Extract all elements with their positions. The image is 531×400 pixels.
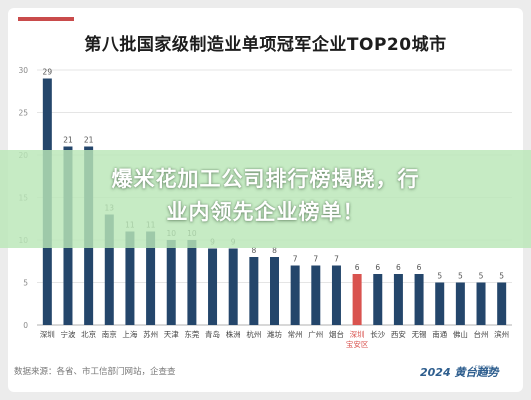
x-tick-label: 滨州 bbox=[494, 329, 509, 339]
bar bbox=[125, 231, 135, 325]
bar bbox=[476, 282, 486, 325]
x-tick-label: 深圳宝安区 bbox=[346, 329, 369, 349]
bar bbox=[414, 274, 424, 325]
x-tick-label: 青岛 bbox=[205, 329, 220, 339]
data-label: 29 bbox=[43, 68, 53, 77]
bar bbox=[373, 274, 383, 325]
brand-subtitle: FINDING TREND bbox=[475, 366, 494, 376]
x-tick-label: 台州 bbox=[474, 329, 489, 339]
x-tick-label: 南京 bbox=[102, 329, 117, 339]
bar bbox=[166, 240, 176, 325]
bar bbox=[104, 214, 114, 325]
bar bbox=[352, 274, 362, 325]
chart-title: 第八批国家级制造业单项冠军企业TOP20城市 bbox=[84, 35, 447, 55]
data-label: 8 bbox=[272, 246, 277, 255]
bar bbox=[497, 282, 507, 325]
x-tick-label: 杭州 bbox=[246, 329, 261, 339]
x-tick-label: 深圳 bbox=[40, 329, 55, 339]
x-tick-label: 宁波 bbox=[60, 329, 75, 339]
data-label: 7 bbox=[334, 255, 339, 264]
x-tick-label: 株洲 bbox=[226, 329, 241, 339]
banner-headline: 爆米花加工公司排行榜揭晓，行 业内领先企业榜单！ bbox=[40, 163, 491, 229]
title-accent-line bbox=[18, 17, 74, 21]
bar bbox=[331, 265, 341, 325]
x-tick-label: 常州 bbox=[288, 330, 303, 339]
x-tick-label: 苏州 bbox=[143, 329, 158, 339]
bar bbox=[393, 274, 403, 325]
brand-sub-line-1: FINDING bbox=[475, 366, 494, 371]
bar bbox=[228, 248, 238, 325]
data-label: 21 bbox=[63, 136, 73, 145]
data-label: 5 bbox=[458, 272, 463, 281]
x-tick-label: 佛山 bbox=[453, 329, 468, 339]
y-tick-label: 0 bbox=[23, 321, 28, 330]
bar bbox=[187, 240, 197, 325]
bar bbox=[455, 282, 465, 325]
x-tick-label: 长沙 bbox=[370, 329, 385, 339]
y-tick-label: 25 bbox=[18, 109, 28, 118]
bar bbox=[146, 231, 156, 325]
x-tick-label: 西安 bbox=[391, 329, 406, 339]
data-label: 8 bbox=[251, 246, 256, 255]
x-tick-label: 广州 bbox=[308, 329, 323, 339]
y-tick-label: 30 bbox=[18, 66, 28, 75]
x-tick-label: 上海 bbox=[122, 329, 137, 339]
y-tick-label: 5 bbox=[23, 279, 28, 288]
bar bbox=[249, 257, 259, 325]
data-label: 6 bbox=[355, 263, 360, 272]
data-label: 5 bbox=[437, 272, 442, 281]
data-source: 数据来源：各省、市工信部门网站，企查查 bbox=[14, 367, 176, 377]
x-tick-label: 北京 bbox=[81, 329, 96, 339]
x-tick-label: 东莞 bbox=[184, 329, 199, 339]
data-label: 21 bbox=[84, 136, 94, 145]
x-tick-label: 潍坊 bbox=[267, 329, 282, 339]
brand-logo: 2024 黄台趋势 bbox=[420, 366, 499, 379]
bar bbox=[311, 265, 321, 325]
bar bbox=[270, 257, 279, 325]
x-axis-ticks: 深圳 宁波 北京 南京 上海 苏州 天津 东莞 青岛 株洲 杭州 潍坊 常州 广州 烟台 深圳宝安区长沙 西安无… bbox=[40, 329, 509, 349]
data-label: 5 bbox=[479, 272, 484, 281]
bar bbox=[435, 282, 445, 325]
data-label: 6 bbox=[396, 263, 401, 272]
x-tick-label: 无锡 bbox=[412, 330, 427, 339]
x-tick-label: 天津 bbox=[164, 330, 179, 339]
data-label: 6 bbox=[375, 263, 380, 272]
x-tick-label: 南通 bbox=[432, 329, 447, 339]
x-tick-label: 烟台 bbox=[329, 329, 344, 339]
bar bbox=[208, 248, 218, 325]
data-label: 7 bbox=[293, 255, 298, 264]
bar bbox=[290, 265, 300, 325]
banner-line-2: 业内领先企业榜单！ bbox=[166, 200, 365, 224]
banner-line-1: 爆米花加工公司排行榜揭晓，行 bbox=[111, 167, 420, 191]
data-label: 5 bbox=[499, 272, 504, 281]
brand-sub-line-2: TREND bbox=[475, 371, 491, 376]
data-label: 7 bbox=[313, 255, 318, 264]
overlay-banner bbox=[0, 150, 531, 248]
data-label: 6 bbox=[417, 263, 422, 272]
